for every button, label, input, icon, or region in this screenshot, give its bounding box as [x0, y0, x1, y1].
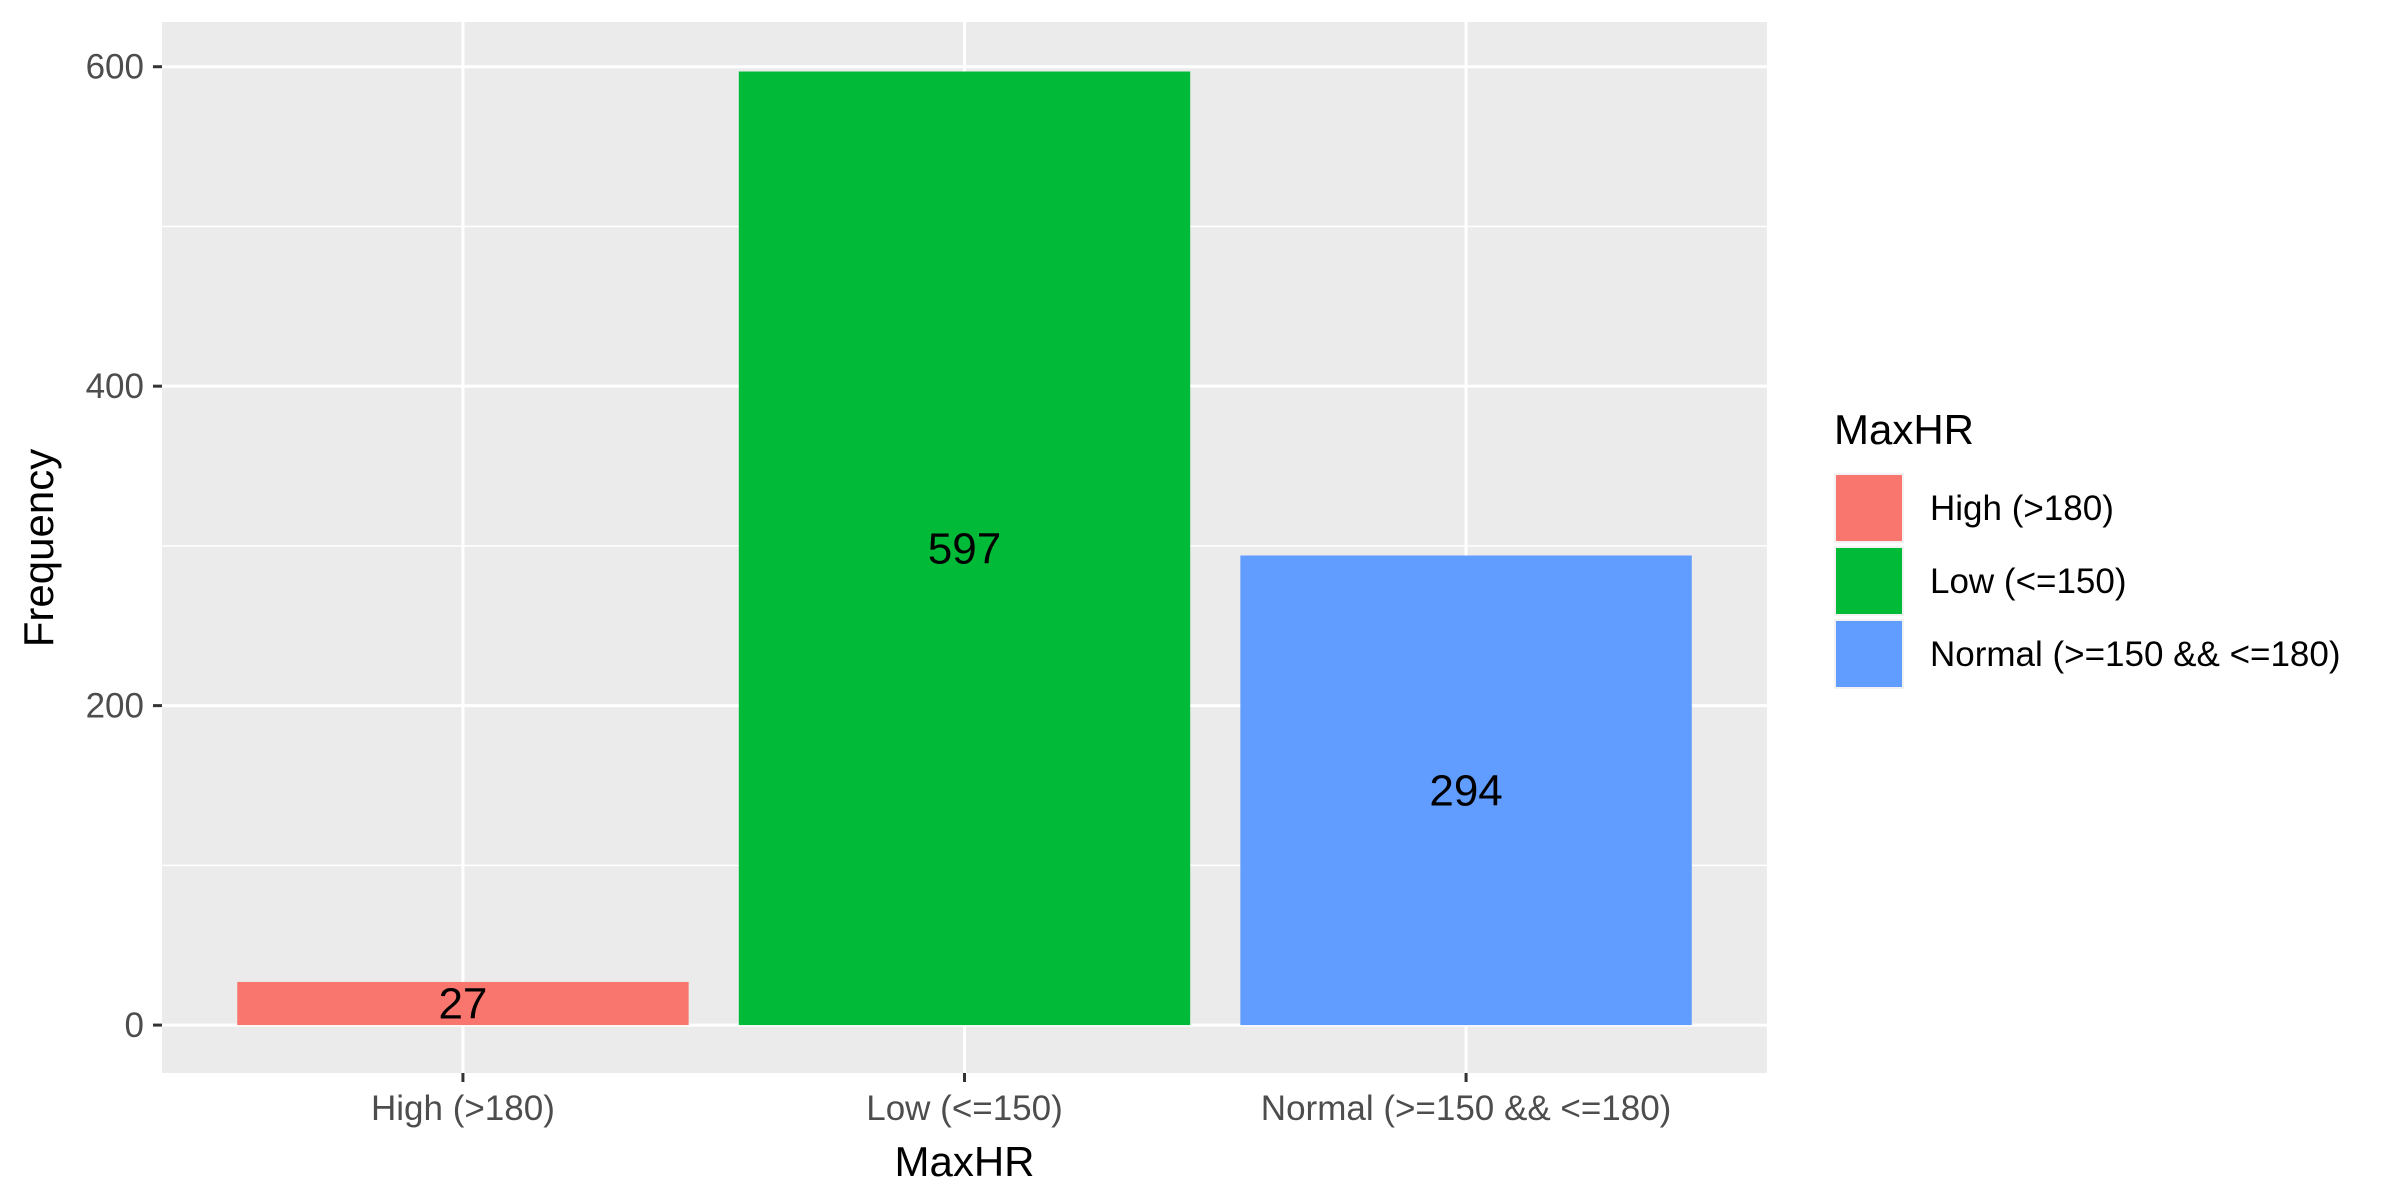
- y-tick-label: 600: [86, 48, 144, 87]
- legend-title: MaxHR: [1834, 406, 1974, 453]
- legend-key: [1836, 621, 1902, 687]
- legend-key: [1836, 548, 1902, 614]
- data-labels: 27 597 294: [438, 524, 1502, 1028]
- legend-label: Low (<=150): [1930, 562, 2127, 601]
- legend-label: Normal (>=150 && <=180): [1930, 635, 2341, 674]
- bar: [1240, 555, 1692, 1026]
- legend-label: High (>180): [1930, 489, 2114, 528]
- x-axis-title: MaxHR: [894, 1138, 1034, 1185]
- x-tick-label: Normal (>=150 && <=180): [1261, 1089, 1672, 1128]
- y-tick-label: 200: [86, 687, 144, 726]
- data-label: 294: [1429, 766, 1502, 815]
- legend-key: [1836, 475, 1902, 541]
- y-axis-title: Frequency: [15, 449, 62, 647]
- x-axis: High (>180) Low (<=150) Normal (>=150 && <…: [371, 1073, 1671, 1128]
- y-tick-label: 400: [86, 367, 144, 406]
- bars: [237, 71, 1692, 1026]
- data-label: 27: [438, 980, 487, 1029]
- bar: [237, 981, 689, 1026]
- y-axis: 0 200 400 600: [86, 48, 162, 1045]
- x-tick-label: Low (<=150): [866, 1089, 1063, 1128]
- bar: [738, 71, 1191, 1026]
- y-tick-label: 0: [125, 1006, 144, 1045]
- data-label: 597: [928, 524, 1001, 573]
- x-tick-label: High (>180): [371, 1089, 555, 1128]
- legend: MaxHR High (>180) Low (<=150) Normal (>=15…: [1834, 406, 2341, 689]
